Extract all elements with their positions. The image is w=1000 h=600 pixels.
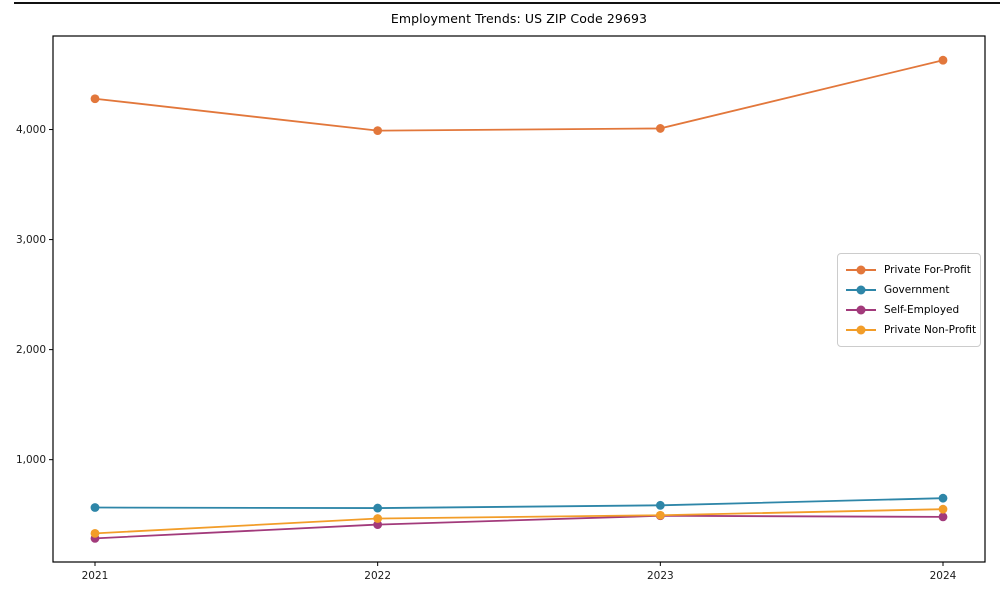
axes-frame [52,35,986,563]
x-tick-label: 2024 [930,570,957,582]
legend-label: Government [884,284,950,296]
legend-line-marker-icon [846,285,876,295]
data-point [90,94,100,104]
window-top-border [14,2,1000,4]
data-point [938,512,948,522]
data-point [655,500,665,510]
chart-title: Employment Trends: US ZIP Code 29693 [390,11,648,26]
data-point [373,520,383,529]
data-point [373,503,383,513]
legend-label: Private Non-Profit [884,324,977,336]
data-point [373,126,383,136]
data-point [90,528,100,538]
data-point [938,493,948,503]
legend: Private For-Profit Government Self-Employe… [837,253,981,347]
y-tick-label: 4,000 [16,124,46,136]
series-line-3 [94,514,944,540]
series-line-1 [94,59,944,132]
series-line-4 [94,508,944,535]
legend-item: Self-Employed [846,300,972,320]
legend-dot-icon [856,325,866,335]
legend-line-marker-icon [846,305,876,315]
legend-dot-icon [856,265,866,275]
y-tick-label: 2,000 [16,344,46,356]
x-tick-label: 2023 [647,570,674,582]
legend-line-marker-icon [846,325,876,335]
legend-line-marker-icon [846,265,876,275]
y-tick-label: 3,000 [16,234,46,246]
legend-item: Private Non-Profit [846,320,976,340]
x-tick-label: 2022 [364,570,391,582]
legend-item: Government [846,280,972,300]
legend-dot-icon [856,305,866,315]
data-point [655,510,665,520]
series-line-2 [94,497,944,509]
legend-item: Private For-Profit [846,260,972,280]
y-tick-label: 1,000 [16,454,46,466]
data-point [938,55,948,65]
legend-dot-icon [856,285,866,295]
legend-label: Private For-Profit [884,264,971,276]
x-tick-label: 2021 [82,570,109,582]
data-point [938,504,948,514]
data-point [373,514,383,523]
data-point [655,124,665,133]
legend-label: Self-Employed [884,304,960,316]
data-point [90,503,100,512]
